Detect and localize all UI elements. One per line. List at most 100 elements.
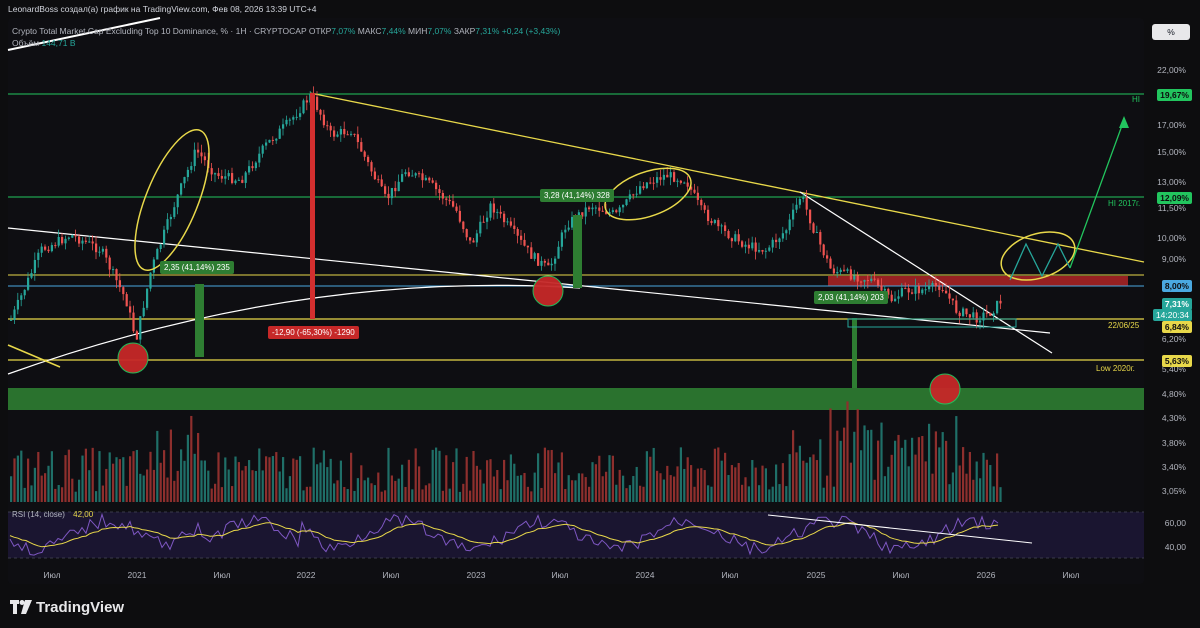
candle-body — [322, 114, 325, 126]
candle-body — [462, 221, 465, 230]
candle-body — [384, 186, 387, 194]
candle-body — [778, 238, 781, 243]
volume-bar — [513, 463, 516, 502]
volume-bar — [955, 416, 958, 502]
volume-bar — [819, 439, 822, 502]
open-label: ОТКР — [308, 26, 332, 36]
volume-bar — [61, 487, 64, 502]
tradingview-logo[interactable]: TradingView — [10, 596, 124, 618]
candle-body — [809, 209, 812, 224]
candle-body — [520, 235, 523, 240]
volume-bar — [50, 451, 53, 502]
volume-bar — [985, 459, 988, 502]
volume-bar — [203, 460, 206, 502]
candle-body — [513, 225, 516, 230]
volume-bar — [207, 470, 210, 502]
candle-body — [982, 312, 985, 321]
volume-bar — [526, 486, 529, 502]
candle-body — [948, 293, 951, 299]
volume-bar — [543, 447, 546, 502]
volume-bar — [911, 437, 914, 502]
volume-bar — [520, 475, 523, 502]
measure-label-2: 3,28 (41,14%) 328 — [540, 189, 614, 202]
candle-body — [404, 172, 407, 175]
volume-bar — [13, 458, 16, 502]
candle-body — [16, 299, 19, 310]
volume-bar — [224, 457, 227, 502]
candle-body — [618, 207, 621, 213]
candle-body — [605, 211, 608, 214]
volume-bar — [333, 483, 336, 502]
volume-bar — [866, 430, 869, 502]
volume-bar — [88, 470, 91, 502]
candle-body — [278, 128, 281, 139]
volume-bar — [292, 458, 295, 502]
rsi-title[interactable]: RSI (14, close) — [12, 510, 65, 519]
candle-body — [962, 308, 965, 317]
volume-bar — [758, 485, 761, 502]
volume-bar — [421, 489, 424, 502]
volume-label[interactable]: Объём — [12, 38, 40, 48]
volume-bar — [849, 462, 852, 502]
rsi-axis-label: 40,00 — [1164, 542, 1186, 552]
volume-bar — [265, 456, 268, 502]
axis-label: 3,40% — [1161, 462, 1186, 472]
candle-body — [642, 186, 645, 189]
time-label: Июл — [1062, 570, 1080, 580]
volume-bar — [469, 490, 472, 502]
volume-bar — [798, 445, 801, 502]
volume-bar — [914, 454, 917, 502]
volume-bar — [996, 453, 999, 502]
volume-bar — [989, 465, 992, 502]
volume-bar — [730, 465, 733, 502]
volume-bar — [373, 485, 376, 502]
candle-body — [30, 273, 33, 278]
volume-bar — [856, 409, 859, 502]
symbol-name[interactable]: Crypto Total Market Cap Excluding Top 10… — [12, 26, 307, 36]
scale-percent-button[interactable]: % — [1152, 24, 1190, 40]
volume-bar — [108, 452, 111, 502]
volume-bar — [356, 478, 359, 502]
candle-body — [951, 298, 954, 301]
volume-bar — [486, 460, 489, 502]
candle-body — [455, 206, 458, 211]
volume-bar — [472, 450, 475, 502]
candle-body — [955, 300, 958, 313]
volume-bar — [588, 486, 591, 502]
volume-bar — [907, 466, 910, 502]
candle-body — [567, 227, 570, 230]
candle-body — [730, 238, 733, 242]
volume-bar — [975, 461, 978, 502]
candle-body — [557, 246, 560, 259]
drop-measure-bar — [310, 93, 315, 319]
volume-bar — [438, 450, 441, 502]
volume-bar — [625, 488, 628, 502]
candle-body — [421, 173, 424, 181]
axis-label: 15,00% — [1157, 147, 1186, 157]
candle-body — [254, 162, 257, 169]
volume-bar — [737, 462, 740, 502]
candle-body — [401, 174, 404, 182]
volume-bar — [632, 476, 635, 502]
volume-bar — [23, 487, 26, 502]
volume-bar — [608, 455, 611, 502]
volume-bar — [690, 465, 693, 502]
ellipse-2024 — [604, 167, 692, 221]
candle-body — [815, 232, 818, 234]
candle-body — [394, 187, 397, 192]
candle-body — [564, 229, 567, 233]
candle-body — [244, 172, 247, 183]
volume-bar — [135, 449, 138, 502]
candle-body — [203, 156, 206, 161]
volume-bar — [329, 458, 332, 502]
volume-bar — [377, 472, 380, 502]
volume-bar — [645, 451, 648, 502]
volume-bar — [778, 484, 781, 502]
volume-bar — [962, 447, 965, 502]
candle-body — [54, 245, 57, 247]
candle-body — [945, 290, 948, 294]
candle-body — [764, 250, 767, 252]
support-zone — [8, 388, 1144, 410]
volume-bar — [414, 448, 417, 502]
